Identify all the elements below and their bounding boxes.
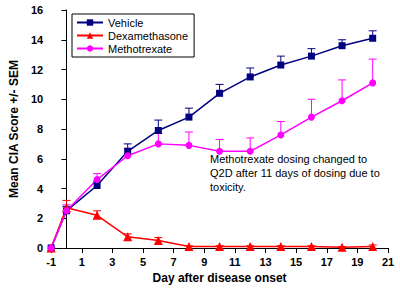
svg-text:11: 11	[229, 256, 241, 268]
svg-text:19: 19	[351, 256, 363, 268]
svg-text:12: 12	[31, 64, 43, 76]
svg-text:13: 13	[259, 256, 271, 268]
svg-text:21: 21	[382, 256, 394, 268]
svg-text:2: 2	[37, 212, 43, 224]
svg-text:16: 16	[31, 4, 43, 16]
svg-text:0: 0	[37, 242, 43, 254]
svg-text:3: 3	[109, 256, 115, 268]
svg-text:1: 1	[79, 256, 85, 268]
svg-text:7: 7	[171, 256, 177, 268]
svg-text:Dexamethasone: Dexamethasone	[108, 30, 188, 42]
svg-text:5: 5	[140, 256, 146, 268]
svg-text:Q2D after 11 days of dosing du: Q2D after 11 days of dosing due to	[210, 167, 383, 179]
svg-text:10: 10	[31, 93, 43, 105]
svg-text:Methotrexate dosing changed to: Methotrexate dosing changed to	[210, 153, 370, 165]
svg-text:9: 9	[201, 256, 207, 268]
svg-text:toxicity.: toxicity.	[210, 181, 246, 193]
svg-text:17: 17	[321, 256, 333, 268]
svg-text:Day after disease onset: Day after disease onset	[153, 271, 287, 285]
svg-text:Methotrexate: Methotrexate	[108, 43, 172, 55]
svg-text:Mean CIA Score +/- SEM: Mean CIA Score +/- SEM	[7, 60, 21, 198]
svg-text:Vehicle: Vehicle	[108, 17, 143, 29]
svg-text:8: 8	[37, 123, 43, 135]
svg-text:6: 6	[37, 153, 43, 165]
svg-text:4: 4	[37, 183, 44, 195]
svg-text:-1: -1	[46, 256, 56, 268]
svg-text:14: 14	[31, 34, 44, 46]
svg-text:15: 15	[290, 256, 302, 268]
